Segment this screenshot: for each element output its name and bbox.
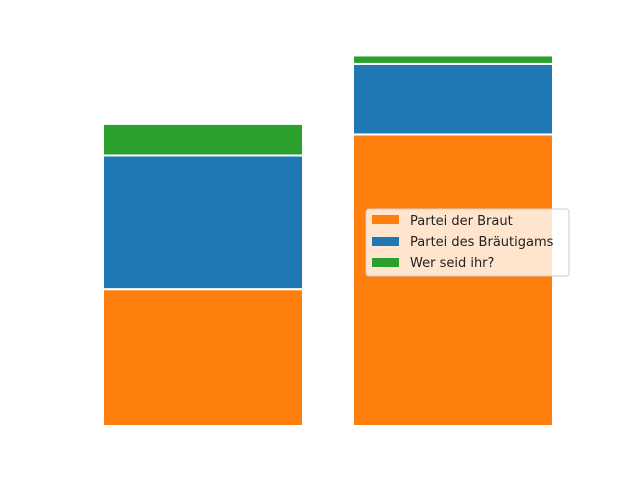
bar-2-partei-des-braeutigams xyxy=(352,62,554,136)
legend-swatch-partei-der-braut xyxy=(372,215,399,224)
bar-1-partei-der-braut xyxy=(102,288,304,427)
legend-frame xyxy=(365,208,570,277)
legend-label-partei-des-braeutigams: Partei des Bräutigams xyxy=(410,235,554,250)
bar-2-partei-der-braut xyxy=(352,133,554,427)
bar-1-wer-seid-ihr xyxy=(102,122,304,157)
legend-label-wer-seid-ihr: Wer seid ihr? xyxy=(410,256,494,271)
bars-layer xyxy=(102,54,554,427)
legend-swatch-partei-des-braeutigams xyxy=(372,237,399,246)
legend-swatch-wer-seid-ihr xyxy=(372,258,399,267)
bar-1-partei-des-braeutigams xyxy=(102,154,304,291)
legend-label-partei-der-braut: Partei der Braut xyxy=(410,214,513,229)
bar-2-wer-seid-ihr xyxy=(352,54,554,65)
legend: Partei der Braut Partei des Bräutigams W… xyxy=(365,208,570,277)
